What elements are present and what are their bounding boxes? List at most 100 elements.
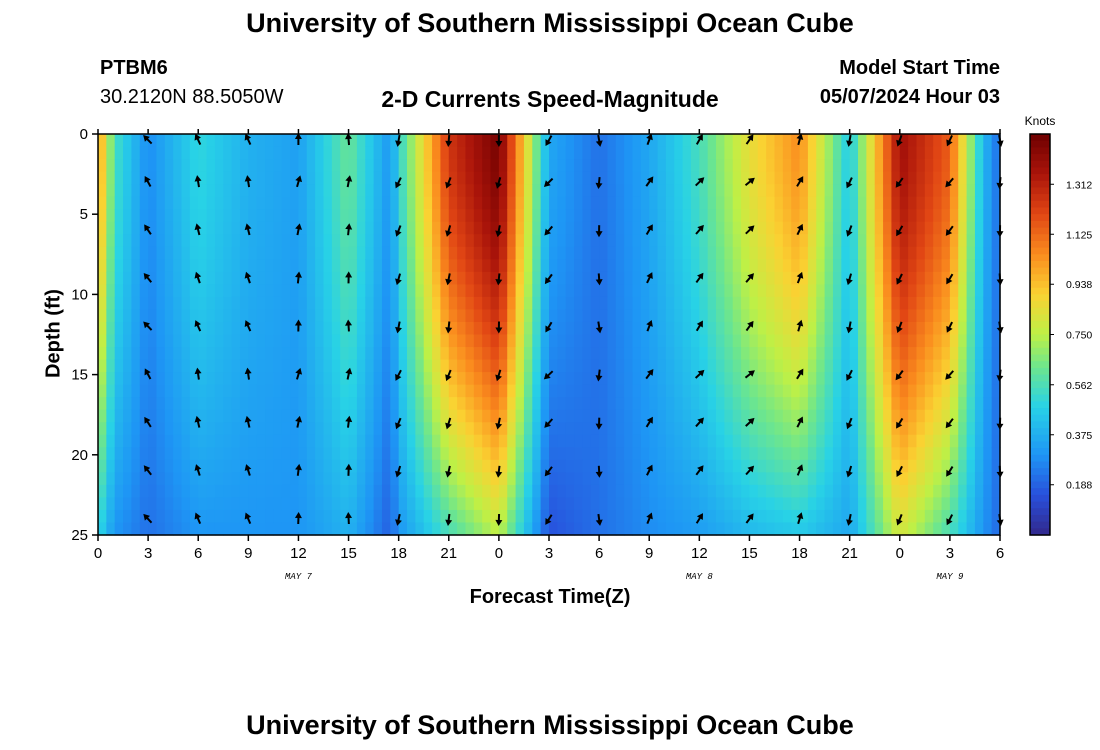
- heatmap-cell: [832, 459, 842, 473]
- heatmap-cell: [741, 309, 751, 323]
- heatmap-cell: [340, 359, 350, 373]
- heatmap-cell: [891, 347, 901, 361]
- heatmap-cell: [482, 409, 492, 423]
- heatmap-cell: [741, 409, 751, 423]
- heatmap-cell: [106, 522, 116, 536]
- heatmap-cell: [791, 146, 801, 160]
- heatmap-cell: [181, 447, 191, 461]
- heatmap-cell: [766, 359, 776, 373]
- current-arrow: [896, 513, 903, 526]
- heatmap-cell: [858, 397, 867, 411]
- heatmap-cell: [532, 159, 542, 173]
- heatmap-cell: [281, 196, 291, 210]
- heatmap-cell: [181, 321, 191, 336]
- heatmap-cell: [866, 422, 876, 436]
- heatmap-cell: [916, 397, 926, 411]
- heatmap-cell: [557, 522, 567, 536]
- heatmap-cell: [498, 509, 508, 524]
- heatmap-cell: [290, 447, 300, 461]
- heatmap-cell: [507, 271, 517, 285]
- heatmap-cell: [164, 509, 174, 524]
- heatmap-cell: [632, 472, 642, 486]
- heatmap-cell: [824, 309, 834, 323]
- heatmap-cell: [440, 347, 450, 361]
- heatmap-cell: [665, 259, 675, 273]
- colorbar-segment: [1030, 220, 1050, 229]
- heatmap-cell: [340, 234, 350, 248]
- heatmap-cell: [214, 221, 224, 235]
- heatmap-cell: [841, 472, 851, 486]
- heatmap-cell: [549, 334, 558, 348]
- heatmap-cell: [599, 409, 609, 423]
- heatmap-cell: [874, 522, 884, 536]
- heatmap-cell: [624, 171, 634, 185]
- heatmap-cell: [231, 184, 241, 198]
- heatmap-cell: [515, 159, 525, 173]
- heatmap-cell: [649, 334, 659, 348]
- heatmap-cell: [156, 484, 166, 499]
- current-arrow: [495, 273, 503, 286]
- heatmap-cell: [515, 384, 525, 398]
- heatmap-cell: [223, 146, 233, 160]
- heatmap-cell: [365, 321, 375, 336]
- heatmap-cell: [941, 359, 951, 373]
- heatmap-cell: [440, 422, 450, 436]
- heatmap-cell: [315, 296, 325, 311]
- heatmap-cell: [908, 434, 918, 448]
- heatmap-cell: [649, 134, 659, 148]
- heatmap-cell: [707, 522, 717, 536]
- heatmap-cell: [883, 259, 893, 273]
- heatmap-cell: [239, 146, 249, 160]
- heatmap-cell: [557, 146, 567, 160]
- heatmap-cell: [866, 409, 876, 423]
- heatmap-cell: [891, 447, 901, 461]
- heatmap-cell: [599, 209, 609, 223]
- heatmap-cell: [574, 209, 584, 223]
- heatmap-cell: [432, 296, 442, 311]
- heatmap-cell: [356, 509, 366, 524]
- current-arrow: [445, 225, 452, 237]
- heatmap-cell: [549, 234, 558, 248]
- heatmap-cell: [665, 472, 675, 486]
- heatmap-cell: [523, 246, 533, 260]
- heatmap-cell: [624, 459, 634, 473]
- heatmap-cell: [632, 146, 642, 160]
- heatmap-cell: [473, 347, 483, 361]
- heatmap-cell: [557, 372, 567, 386]
- heatmap-cell: [841, 372, 851, 386]
- current-arrow: [595, 177, 603, 190]
- heatmap-cell: [974, 347, 984, 361]
- current-arrows: [143, 133, 1004, 526]
- current-arrow: [295, 223, 303, 236]
- heatmap-cell: [966, 472, 976, 486]
- heatmap-cell: [164, 171, 174, 185]
- heatmap-cell: [482, 171, 492, 185]
- heatmap-cell: [991, 409, 1001, 423]
- heatmap-cell: [966, 296, 976, 311]
- heatmap-cell: [482, 347, 492, 361]
- heatmap-cell: [223, 397, 233, 411]
- heatmap-cell: [507, 509, 517, 524]
- heatmap-cell: [507, 347, 517, 361]
- heatmap-cell: [114, 447, 124, 461]
- heatmap-cell: [849, 447, 859, 461]
- heatmap-cell: [273, 409, 283, 423]
- heatmap-cell: [690, 447, 700, 461]
- heatmap-cell: [933, 271, 943, 285]
- heatmap-cell: [248, 246, 258, 260]
- heatmap-cell: [832, 447, 842, 461]
- heatmap-cell: [507, 221, 517, 235]
- heatmap-cell: [273, 522, 283, 536]
- heatmap-cell: [223, 209, 233, 223]
- heatmap-cell: [799, 459, 809, 473]
- heatmap-cell: [941, 196, 951, 210]
- heatmap-cell: [699, 134, 709, 148]
- heatmap-cell: [974, 259, 984, 273]
- heatmap-cell: [582, 209, 592, 223]
- heatmap-cell: [590, 334, 600, 348]
- heatmap-cell: [874, 497, 884, 511]
- heatmap-cell: [398, 259, 408, 273]
- heatmap-cell: [323, 359, 333, 373]
- heatmap-cell: [841, 509, 851, 524]
- heatmap-cell: [807, 347, 817, 361]
